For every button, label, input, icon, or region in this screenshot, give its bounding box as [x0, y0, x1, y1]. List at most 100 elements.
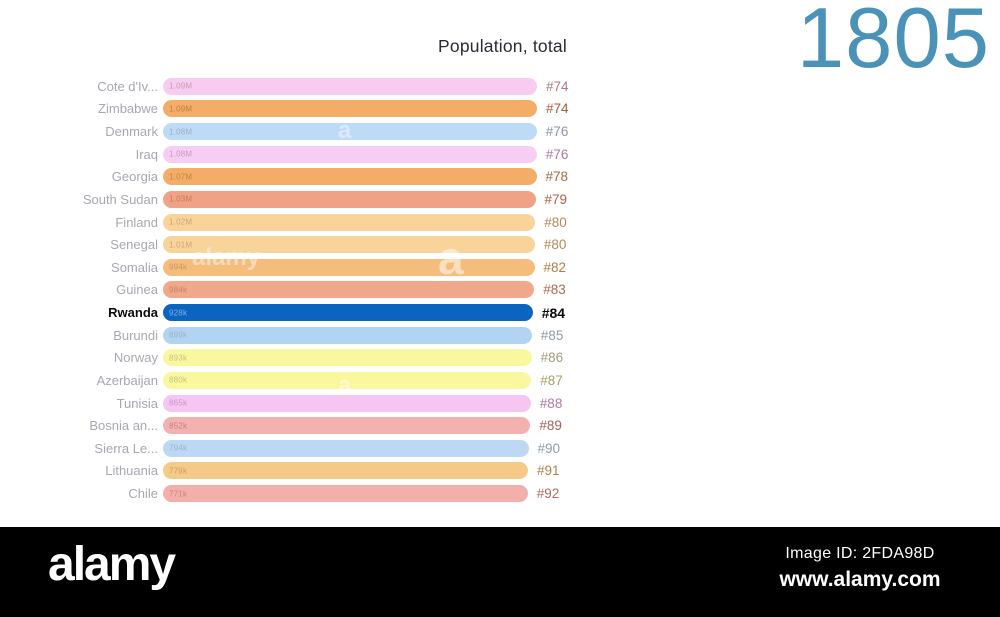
rank-label: #78 [545, 169, 569, 185]
chart-row: Denmark 1.08M #76 [80, 120, 640, 143]
population-bar: 1.01M [163, 236, 535, 254]
country-label: Norway [113, 350, 158, 366]
bar-value-label: 893k [169, 353, 188, 363]
chart-title: Population, total [438, 36, 567, 56]
population-bar: 1.03M [163, 190, 536, 208]
population-bar: 794k [163, 439, 529, 457]
chart-row: Bosnia an... 852k #89 [80, 414, 640, 437]
watermark-bottom-band: alamy Image ID: 2FDA98D www.alamy.com [0, 527, 1000, 617]
country-label: Denmark [105, 124, 158, 140]
rank-label: #80 [544, 214, 567, 230]
bar-value-label: 1.01M [169, 240, 193, 250]
bar-value-label: 1.09M [169, 81, 193, 91]
country-label: South Sudan [82, 191, 158, 207]
chart-row: Sierra Le... 794k #90 [80, 437, 640, 460]
rank-label: #84 [541, 304, 566, 321]
chart-row: Georgia 1.07M #78 [80, 166, 640, 189]
chart-row: Chile 771k #92 [80, 482, 640, 505]
country-label: Somalia [111, 259, 158, 275]
population-bar: 928k [163, 304, 533, 322]
bar-value-label: 852k [169, 421, 188, 431]
population-bar: 1.08M [163, 123, 537, 141]
population-bar: 771k [163, 485, 528, 503]
population-bar: 899k [163, 326, 532, 344]
rank-label: #74 [546, 101, 569, 117]
population-bar: 984k [163, 281, 535, 299]
bar-value-label: 928k [169, 308, 188, 318]
population-bar: 779k [163, 462, 528, 480]
country-label: Bosnia an... [89, 418, 158, 434]
rank-label: #88 [539, 395, 563, 411]
rank-label: #76 [545, 124, 569, 140]
chart-row: Azerbaijan 880k #87 [80, 369, 640, 392]
country-label: Senegal [110, 237, 158, 253]
chart-row: Finland 1.02M #80 [80, 211, 640, 234]
bar-value-label: 865k [169, 398, 188, 408]
country-label: Tunisia [116, 395, 158, 411]
population-bar: 893k [163, 349, 532, 367]
country-label: Guinea [116, 282, 158, 298]
country-label: Chile [128, 486, 158, 502]
bar-value-label: 1.07M [169, 172, 193, 182]
rank-label: #80 [543, 237, 567, 253]
chart-row: Burundi 899k #85 [80, 324, 640, 347]
population-bar: 994k [163, 258, 535, 276]
population-bar: 865k [163, 394, 531, 412]
bar-value-label: 1.08M [169, 127, 193, 137]
country-label: Sierra Le... [94, 440, 158, 456]
chart-row: South Sudan 1.03M #79 [80, 188, 640, 211]
bar-value-label: 794k [169, 443, 188, 453]
bar-value-label: 994k [169, 262, 188, 272]
rank-label: #90 [537, 440, 561, 456]
chart-row: Norway 893k #86 [80, 347, 640, 370]
rank-label: #74 [546, 78, 569, 94]
bar-value-label: 1.02M [169, 217, 193, 227]
bar-value-label: 880k [169, 375, 188, 385]
rank-label: #82 [543, 259, 567, 275]
rank-label: #89 [539, 418, 562, 434]
country-label: Finland [115, 214, 158, 230]
rank-label: #76 [545, 146, 569, 162]
year-counter: 1805 [796, 0, 990, 86]
chart-row: Iraq 1.08M #76 [80, 143, 640, 166]
chart-row: Rwanda 928k #84 [80, 301, 640, 324]
alamy-url: www.alamy.com [779, 568, 941, 591]
bar-value-label: 899k [169, 330, 188, 340]
rank-label: #92 [536, 486, 560, 502]
country-label: Iraq [135, 146, 158, 162]
chart-row: Cote d'Iv... 1.09M #74 [80, 75, 640, 98]
country-label: Burundi [113, 327, 158, 343]
population-bar: 1.09M [163, 100, 537, 118]
rank-label: #91 [537, 463, 560, 479]
country-label: Azerbaijan [96, 372, 158, 388]
bar-value-label: 1.09M [169, 104, 193, 114]
image-id: Image ID: 2FDA98D [785, 545, 935, 562]
population-bar: 1.09M [163, 77, 537, 95]
chart-row: Tunisia 865k #88 [80, 392, 640, 415]
country-label: Georgia [111, 169, 158, 185]
rank-label: #86 [540, 350, 564, 366]
chart-row: Guinea 984k #83 [80, 279, 640, 302]
chart-row: Senegal 1.01M #80 [80, 233, 640, 256]
country-label: Cote d'Iv... [97, 78, 158, 94]
population-bar: 1.08M [163, 145, 537, 163]
country-label: Lithuania [105, 463, 158, 479]
population-bar: 1.07M [163, 168, 537, 186]
population-bar: 852k [163, 417, 531, 435]
bar-value-label: 984k [169, 285, 188, 295]
bar-chart: Cote d'Iv... 1.09M #74 Zimbabwe 1.09M #7… [80, 75, 640, 505]
chart-row: Lithuania 779k #91 [80, 460, 640, 483]
population-bar: 880k [163, 371, 532, 389]
country-label: Zimbabwe [98, 101, 158, 117]
chart-row: Zimbabwe 1.09M #74 [80, 98, 640, 121]
rank-label: #87 [540, 372, 563, 388]
rank-label: #85 [540, 327, 564, 343]
bar-value-label: 771k [169, 489, 188, 499]
alamy-logo: alamy [48, 538, 176, 591]
country-label: Rwanda [108, 305, 158, 321]
bar-value-label: 779k [169, 466, 188, 476]
rank-label: #83 [543, 282, 566, 298]
population-bar: 1.02M [163, 213, 536, 231]
rank-label: #79 [544, 191, 568, 207]
